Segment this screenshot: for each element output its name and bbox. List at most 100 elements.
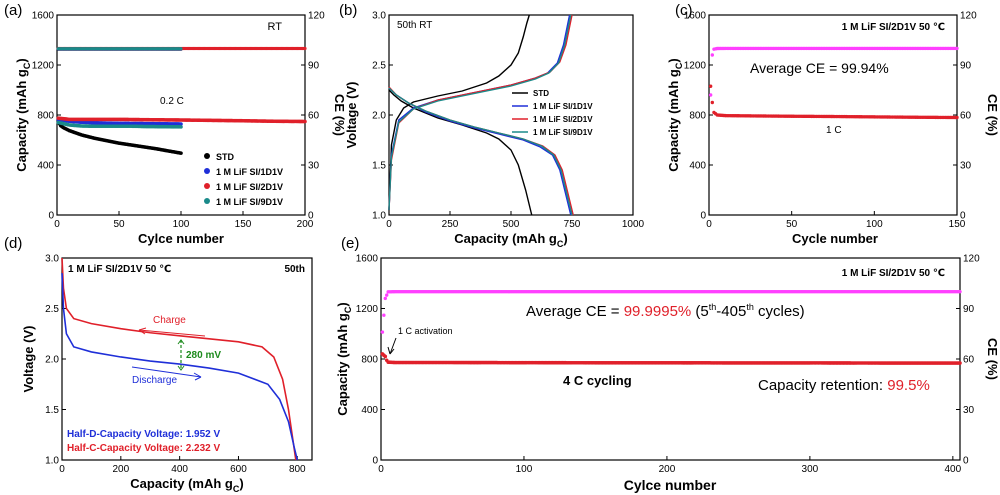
charge-curve-2 (388, 14, 573, 211)
panel-c-ylabel: Capacity (mAh gC) (666, 58, 684, 171)
x-tick-label: 0 (386, 219, 392, 230)
panel-b-legend: STD 1 M LiF SI/1D1V 1 M LiF SI/2D1V 1 M … (512, 89, 593, 137)
y2-tick-label: 90 (960, 61, 972, 72)
discharge-curve-3 (388, 87, 573, 216)
y-tick-label: 800 (689, 111, 706, 122)
y-tick-label: 1.0 (45, 456, 59, 467)
panel-a-ylabel: Capacity (mAh gC) (14, 58, 32, 171)
ce-point-3 (179, 47, 183, 51)
x-tick-label: 500 (503, 219, 520, 230)
panel-d-label: (d) (4, 235, 22, 252)
x-tick-label: 0 (378, 464, 384, 475)
legend-label-1d1v: 1 M LiF SI/1D1V (216, 167, 283, 177)
panel-d-charge-arrowhead (138, 327, 147, 335)
y2-tick-label: 0 (960, 211, 966, 222)
y-tick-label: 1600 (684, 11, 707, 22)
y-tick-label: 1.0 (372, 211, 386, 222)
panel-e-ylabel: Capacity (mAh gC) (335, 302, 353, 415)
y2-tick-label: 30 (308, 161, 320, 172)
panel-b-frame (388, 14, 634, 216)
y2-tick-label: 60 (963, 355, 975, 366)
panel-b-label: (b) (339, 2, 357, 19)
panel-a-y2label: CE (%) (332, 94, 347, 136)
panel-e-y2label: CE (%) (985, 338, 1000, 380)
legend-label-std: STD (216, 152, 235, 162)
y-tick-label: 1600 (356, 254, 379, 265)
panel-c-annotation-electrolyte: 1 M LiF SI/2D1V 50 ℃ (842, 22, 945, 33)
legend-label-2d1v: 1 M LiF SI/2D1V (533, 115, 593, 124)
x-tick-label: 100 (516, 464, 533, 475)
x-tick-label: 200 (112, 464, 129, 475)
capacity-point (383, 354, 388, 359)
panel-b-ylabel: Voltage (V) (344, 82, 359, 149)
x-tick-label: 600 (230, 464, 247, 475)
y-tick-label: 0 (48, 211, 54, 222)
panel-d-series (61, 257, 299, 461)
x-tick-label: 300 (802, 464, 819, 475)
panel-c-annotation-rate: 1 C (826, 125, 842, 136)
panel-d-annotation-charge: Charge (153, 315, 186, 326)
charge-curve (61, 257, 297, 461)
x-tick-label: 0 (59, 464, 65, 475)
x-tick-label: 0 (706, 219, 712, 230)
y-tick-label: 1200 (32, 61, 55, 72)
panel-e-annotation-retention: Capacity retention: 99.5% (758, 377, 930, 394)
panel-e-xlabel: Cylce number (624, 477, 717, 493)
panel-b-series (388, 14, 574, 216)
charge-curve-1 (388, 14, 571, 211)
y-tick-label: 1.5 (372, 161, 386, 172)
y-tick-label: 400 (689, 161, 706, 172)
panel-a-legend: STD 1 M LiF SI/1D1V 1 M LiF SI/2D1V 1 M … (204, 152, 283, 207)
y-tick-label: 0 (700, 211, 706, 222)
legend-label-std: STD (533, 89, 549, 98)
x-tick-label: 150 (235, 219, 252, 230)
panel-a-annotation-rt: RT (268, 21, 283, 33)
panel-c-label: (c) (675, 2, 693, 19)
y-tick-label: 3.0 (372, 11, 386, 22)
x-tick-label: 50 (786, 219, 798, 230)
panel-c-xlabel: Cycle number (792, 231, 878, 246)
ce-point (382, 313, 386, 317)
y-tick-label: 800 (37, 111, 54, 122)
y2-tick-label: 120 (960, 11, 977, 22)
panel-b: (b) 0 250 500 750 1000 1.0 1.5 2.0 2.5 3.0 Voltag… (339, 2, 645, 249)
discharge-curve-0 (388, 89, 533, 216)
ce-point (708, 93, 713, 97)
y2-tick-label: 90 (963, 304, 975, 315)
legend-marker-std (204, 153, 210, 159)
panel-d-xlabel: Capacity (mAh gC) (130, 476, 243, 494)
panel-d-voltage-gap-arrows (177, 339, 185, 371)
x-tick-label: 400 (945, 464, 962, 475)
x-tick-label: 400 (171, 464, 188, 475)
panel-d-annotation-discharge: Discharge (132, 375, 177, 386)
panel-e-frame (380, 257, 961, 461)
panel-d-ylabel: Voltage (V) (21, 326, 36, 393)
y-tick-label: 2.5 (45, 304, 59, 315)
legend-marker-1d1v (204, 168, 210, 174)
panel-c-y2label: CE (%) (985, 94, 1000, 136)
y-tick-label: 1200 (356, 304, 379, 315)
y-tick-label: 1200 (684, 61, 707, 72)
x-tick-label: 0 (54, 219, 60, 230)
panel-a-xlabel: Cylce number (138, 231, 224, 246)
panel-e-series (380, 289, 962, 365)
y-tick-label: 400 (37, 161, 54, 172)
ce-point (385, 293, 389, 297)
panel-a-label: (a) (4, 2, 22, 19)
panel-d-annotation-electrolyte: 1 M LiF SI/2D1V 50 ℃ (68, 264, 171, 275)
panel-d-ticks: 0 200 400 600 800 1.0 1.5 2.0 2.5 3.0 (45, 254, 306, 476)
y2-tick-label: 120 (308, 11, 325, 22)
x-tick-label: 750 (564, 219, 581, 230)
legend-label-9d1v: 1 M LiF SI/9D1V (216, 197, 283, 207)
capacity-point-0 (179, 151, 183, 155)
x-tick-label: 800 (289, 464, 306, 475)
y2-tick-label: 120 (963, 254, 980, 265)
capacity-point-2 (303, 119, 307, 124)
panel-e-activation-arrow (389, 337, 397, 355)
ce-point-2 (303, 46, 307, 51)
